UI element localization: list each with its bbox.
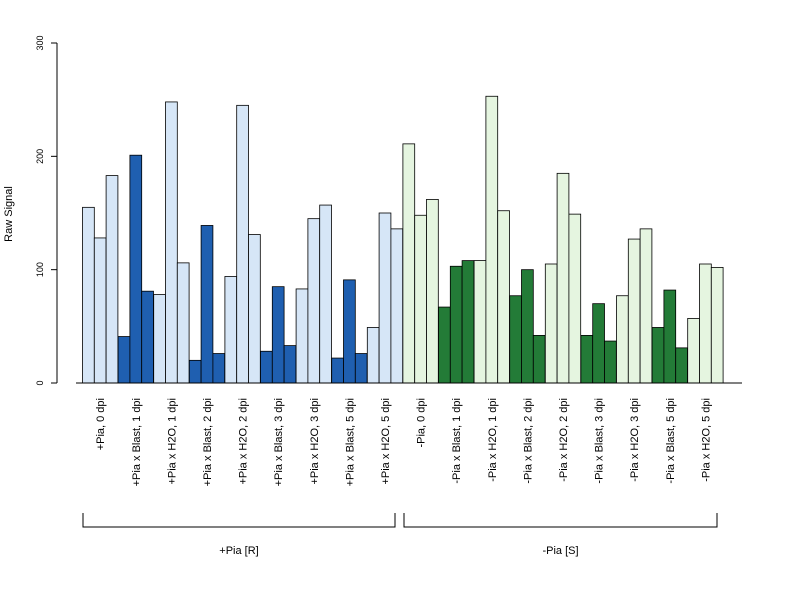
bar — [236, 104, 249, 384]
bar — [260, 350, 273, 384]
bar — [580, 334, 594, 384]
x-tick-label: +Pia x H2O, 3 dpi — [309, 398, 321, 485]
bar — [129, 154, 143, 384]
bar — [331, 357, 344, 384]
category-labels: +Pia, 0 dpi +Pia x Blast, 1 dpi +Pia x H2O… — [95, 398, 712, 486]
bar — [414, 214, 427, 384]
bar — [509, 295, 522, 384]
bar — [568, 213, 582, 384]
bar — [616, 295, 629, 384]
bar — [675, 347, 688, 384]
bar — [449, 265, 463, 384]
bar — [271, 286, 285, 384]
bar — [604, 340, 617, 384]
x-tick-label: -Pia x H2O, 2 dpi — [558, 398, 570, 482]
bar — [544, 263, 558, 384]
bar — [354, 353, 368, 384]
y-axis: 0 100 200 300 — [35, 35, 58, 386]
bar — [627, 238, 641, 384]
x-tick-label: -Pia x H2O, 1 dpi — [487, 398, 499, 482]
x-tick-label: +Pia, 0 dpi — [95, 398, 107, 450]
bar — [473, 260, 487, 384]
bar — [283, 345, 297, 384]
x-tick-label: -Pia x H2O, 5 dpi — [700, 398, 712, 482]
bar — [687, 317, 700, 384]
bars — [82, 95, 724, 384]
bar — [319, 204, 332, 384]
bar — [153, 294, 166, 384]
bar — [200, 225, 214, 384]
bar — [105, 175, 119, 384]
bar — [117, 336, 131, 384]
bar — [295, 288, 309, 384]
bar — [366, 327, 380, 384]
bar — [188, 359, 202, 384]
group-label: +Pia [R] — [219, 545, 258, 557]
bar — [212, 353, 226, 384]
bar — [663, 289, 677, 384]
group-bracket — [403, 513, 718, 528]
x-tick-label: -Pia, 0 dpi — [416, 398, 428, 448]
bar — [438, 306, 451, 384]
group-brackets: +Pia [R] -Pia [S] — [82, 513, 718, 557]
x-tick-label: +Pia x H2O, 5 dpi — [380, 398, 392, 485]
bar — [141, 290, 154, 384]
y-axis-title: Raw Signal — [3, 186, 15, 242]
bar — [532, 334, 546, 384]
y-tick-label: 300 — [35, 35, 45, 50]
bar — [639, 228, 653, 384]
x-tick-label: +Pia x Blast, 2 dpi — [202, 398, 214, 486]
y-tick-label: 200 — [35, 149, 45, 164]
bar — [343, 279, 356, 384]
bar — [461, 260, 475, 384]
x-tick-label: +Pia x Blast, 1 dpi — [131, 398, 143, 486]
bar — [82, 206, 95, 384]
y-tick-label: 100 — [35, 262, 45, 277]
bar — [307, 218, 321, 384]
bar — [426, 198, 439, 384]
x-tick-label: +Pia x H2O, 2 dpi — [238, 398, 250, 485]
bar — [248, 234, 261, 384]
bar — [402, 143, 416, 384]
bar — [497, 210, 510, 384]
bar — [556, 172, 570, 384]
bar — [699, 263, 712, 384]
x-tick-label: -Pia x H2O, 3 dpi — [629, 398, 641, 482]
bar — [378, 212, 392, 384]
bar — [176, 262, 190, 384]
x-tick-label: +Pia x Blast, 5 dpi — [344, 398, 356, 486]
bar — [390, 228, 404, 384]
bar — [93, 237, 107, 384]
group-label: -Pia [S] — [542, 545, 578, 557]
x-tick-label: -Pia x Blast, 5 dpi — [665, 398, 677, 484]
x-tick-label: +Pia x Blast, 3 dpi — [273, 398, 285, 486]
x-tick-label: -Pia x Blast, 2 dpi — [522, 398, 534, 484]
bar — [165, 101, 178, 384]
x-tick-label: +Pia x H2O, 1 dpi — [166, 398, 178, 485]
bar — [521, 269, 534, 384]
bar — [651, 327, 665, 384]
bar — [485, 95, 499, 384]
bar — [592, 303, 605, 384]
group-bracket — [82, 513, 396, 528]
y-tick-label: 0 — [35, 380, 45, 385]
x-tick-label: -Pia x Blast, 1 dpi — [451, 398, 463, 484]
bar — [224, 276, 238, 384]
x-tick-label: -Pia x Blast, 3 dpi — [594, 398, 606, 484]
bar — [710, 266, 724, 384]
